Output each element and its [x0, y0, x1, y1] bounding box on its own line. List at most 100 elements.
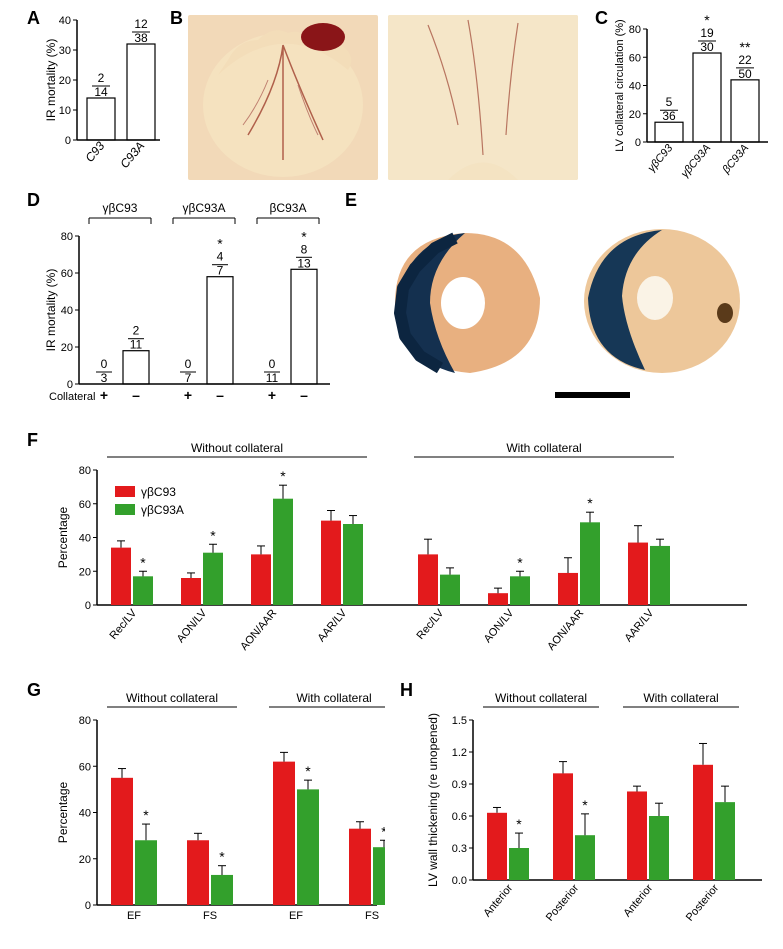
svg-text:–: –: [216, 387, 224, 403]
svg-text:40: 40: [61, 305, 73, 317]
svg-text:*: *: [381, 823, 385, 839]
chart-H: 0.00.30.60.91.21.5LV wall thickening (re…: [425, 690, 770, 940]
svg-text:40: 40: [79, 808, 91, 820]
svg-text:AAR/LV: AAR/LV: [622, 607, 656, 645]
svg-text:12: 12: [134, 17, 148, 31]
svg-text:11: 11: [130, 338, 143, 352]
svg-text:FS: FS: [203, 910, 217, 922]
svg-text:γβC93A: γβC93A: [183, 201, 226, 215]
svg-text:LV collateral circulation (%): LV collateral circulation (%): [614, 19, 626, 151]
svg-text:0: 0: [85, 900, 91, 912]
photo-B2: [388, 15, 578, 180]
svg-text:C93A: C93A: [117, 139, 147, 171]
label-B: B: [170, 8, 183, 29]
svg-text:Anterior: Anterior: [621, 882, 655, 919]
svg-text:20: 20: [61, 342, 73, 354]
chart-A: 010203040IR mortality (%)214C931238C93A: [45, 15, 165, 180]
svg-text:60: 60: [629, 52, 641, 64]
svg-text:5: 5: [666, 95, 673, 109]
svg-text:7: 7: [185, 371, 192, 385]
svg-text:20: 20: [59, 75, 71, 87]
svg-text:0: 0: [85, 600, 91, 612]
svg-text:4: 4: [217, 250, 224, 264]
svg-text:1.5: 1.5: [452, 715, 467, 727]
svg-text:AON/AAR: AON/AAR: [238, 607, 279, 653]
svg-text:–: –: [300, 387, 308, 403]
svg-text:FS: FS: [365, 910, 379, 922]
svg-text:γβC93: γβC93: [646, 142, 676, 175]
svg-text:AAR/LV: AAR/LV: [315, 607, 349, 645]
svg-text:0: 0: [269, 357, 276, 371]
svg-text:AON/LV: AON/LV: [175, 607, 210, 646]
svg-text:Without collateral: Without collateral: [191, 441, 283, 455]
svg-text:Posterior: Posterior: [684, 882, 722, 924]
svg-text:60: 60: [79, 499, 91, 511]
svg-text:With collateral: With collateral: [506, 441, 581, 455]
svg-text:60: 60: [79, 761, 91, 773]
svg-text:*: *: [582, 797, 588, 813]
svg-text:19: 19: [700, 26, 714, 40]
svg-text:**: **: [740, 39, 751, 55]
svg-text:1.2: 1.2: [452, 747, 467, 759]
svg-text:40: 40: [59, 15, 71, 27]
svg-text:11: 11: [266, 371, 279, 385]
svg-text:Rec/LV: Rec/LV: [414, 607, 446, 642]
svg-text:2: 2: [133, 324, 140, 338]
label-A: A: [27, 8, 40, 29]
svg-text:Posterior: Posterior: [544, 882, 582, 924]
svg-text:0: 0: [635, 137, 641, 149]
svg-text:0: 0: [65, 135, 71, 147]
svg-text:IR mortality (%): IR mortality (%): [45, 39, 58, 122]
chart-G: 020406080Percentage*EF*FSWithout collate…: [55, 690, 385, 940]
svg-text:0: 0: [67, 379, 73, 391]
chart-C: 020406080LV collateral circulation (%)53…: [613, 15, 773, 190]
svg-text:7: 7: [217, 264, 224, 278]
svg-text:36: 36: [662, 109, 676, 123]
svg-text:With collateral: With collateral: [296, 691, 371, 705]
label-E: E: [345, 190, 357, 211]
chart-F: 020406080Percentage*Rec/LV*AON/LV*AON/AA…: [55, 440, 755, 670]
label-D: D: [27, 190, 40, 211]
photo-E2: [570, 218, 750, 383]
svg-text:0.3: 0.3: [452, 843, 467, 855]
svg-text:EF: EF: [127, 910, 141, 922]
svg-text:Rec/LV: Rec/LV: [107, 607, 139, 642]
svg-text:38: 38: [134, 31, 148, 45]
svg-text:80: 80: [79, 715, 91, 727]
svg-text:*: *: [704, 15, 710, 28]
label-C: C: [595, 8, 608, 29]
svg-text:*: *: [280, 468, 286, 484]
svg-text:3: 3: [101, 371, 108, 385]
svg-text:*: *: [517, 554, 523, 570]
svg-text:Percentage: Percentage: [56, 506, 70, 568]
svg-text:EF: EF: [289, 910, 303, 922]
svg-text:γβC93A: γβC93A: [679, 142, 713, 180]
svg-text:γβC93: γβC93: [103, 201, 138, 215]
svg-text:*: *: [305, 763, 311, 779]
svg-text:+: +: [100, 387, 108, 403]
svg-text:0.0: 0.0: [452, 875, 467, 887]
svg-text:80: 80: [79, 465, 91, 477]
svg-text:γβC93: γβC93: [141, 485, 176, 499]
svg-text:40: 40: [629, 81, 641, 93]
svg-text:IR mortality (%): IR mortality (%): [45, 269, 58, 352]
svg-text:60: 60: [61, 268, 73, 280]
svg-text:50: 50: [738, 67, 752, 81]
svg-text:Collateral: Collateral: [49, 391, 95, 403]
svg-text:80: 80: [629, 24, 641, 36]
label-F: F: [27, 430, 38, 451]
svg-text:14: 14: [94, 85, 108, 99]
svg-text:+: +: [268, 387, 276, 403]
svg-text:80: 80: [61, 231, 73, 243]
svg-text:Without collateral: Without collateral: [126, 691, 218, 705]
svg-text:βC93A: βC93A: [270, 201, 307, 215]
photo-E1: [375, 218, 555, 383]
svg-text:13: 13: [297, 256, 311, 270]
svg-text:*: *: [301, 228, 307, 244]
svg-text:10: 10: [59, 105, 71, 117]
svg-text:*: *: [143, 807, 149, 823]
svg-text:C93: C93: [82, 139, 107, 165]
chart-D: 020406080IR mortality (%)γβC9303+211–γβC…: [45, 200, 335, 420]
svg-text:*: *: [210, 527, 216, 543]
svg-text:30: 30: [700, 40, 714, 54]
